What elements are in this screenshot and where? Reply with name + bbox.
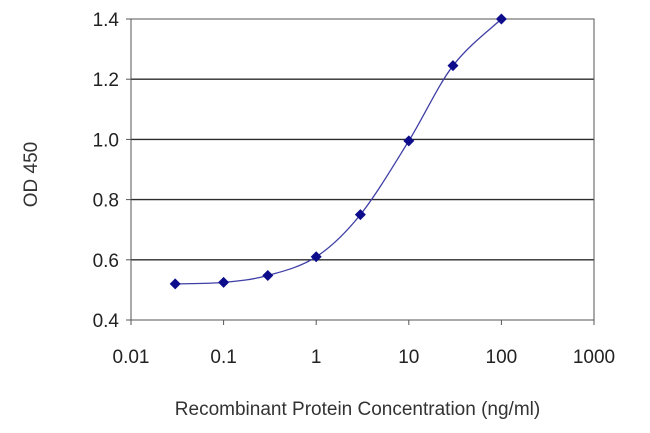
x-tick-label: 100 <box>486 347 518 368</box>
x-tick-label: 0.1 <box>210 347 236 368</box>
data-point <box>169 278 181 290</box>
plot-frame <box>130 18 595 321</box>
y-tick-label: 0.6 <box>93 251 119 272</box>
y-tick-label: 0.4 <box>93 311 120 332</box>
data-point <box>354 209 366 221</box>
x-axis-title: Recombinant Protein Concentration (ng/ml… <box>175 399 540 420</box>
data-point <box>495 13 507 25</box>
x-tick-label: 10 <box>398 347 419 368</box>
y-tick-label: 1.2 <box>93 70 119 91</box>
data-point <box>218 276 230 288</box>
y-tick-label: 1.0 <box>93 130 119 151</box>
axis-ticks: 0.4 0.6 0.8 1.0 1.2 1.4 0.01 0.1 1 10 100 1000 <box>93 10 616 368</box>
gridlines <box>131 78 594 261</box>
data-point <box>447 60 459 72</box>
x-tick-label: 1000 <box>573 347 615 368</box>
series-line <box>175 18 502 285</box>
y-tick-label: 1.4 <box>93 10 120 31</box>
y-axis-title: OD 450 <box>21 142 42 207</box>
data-point <box>403 135 415 147</box>
data-point <box>262 269 274 281</box>
x-tick-label: 1 <box>311 347 322 368</box>
y-tick-label: 0.8 <box>93 191 119 212</box>
data-point <box>310 251 322 263</box>
data-points <box>169 13 507 290</box>
x-tick-label: 0.01 <box>113 347 150 368</box>
